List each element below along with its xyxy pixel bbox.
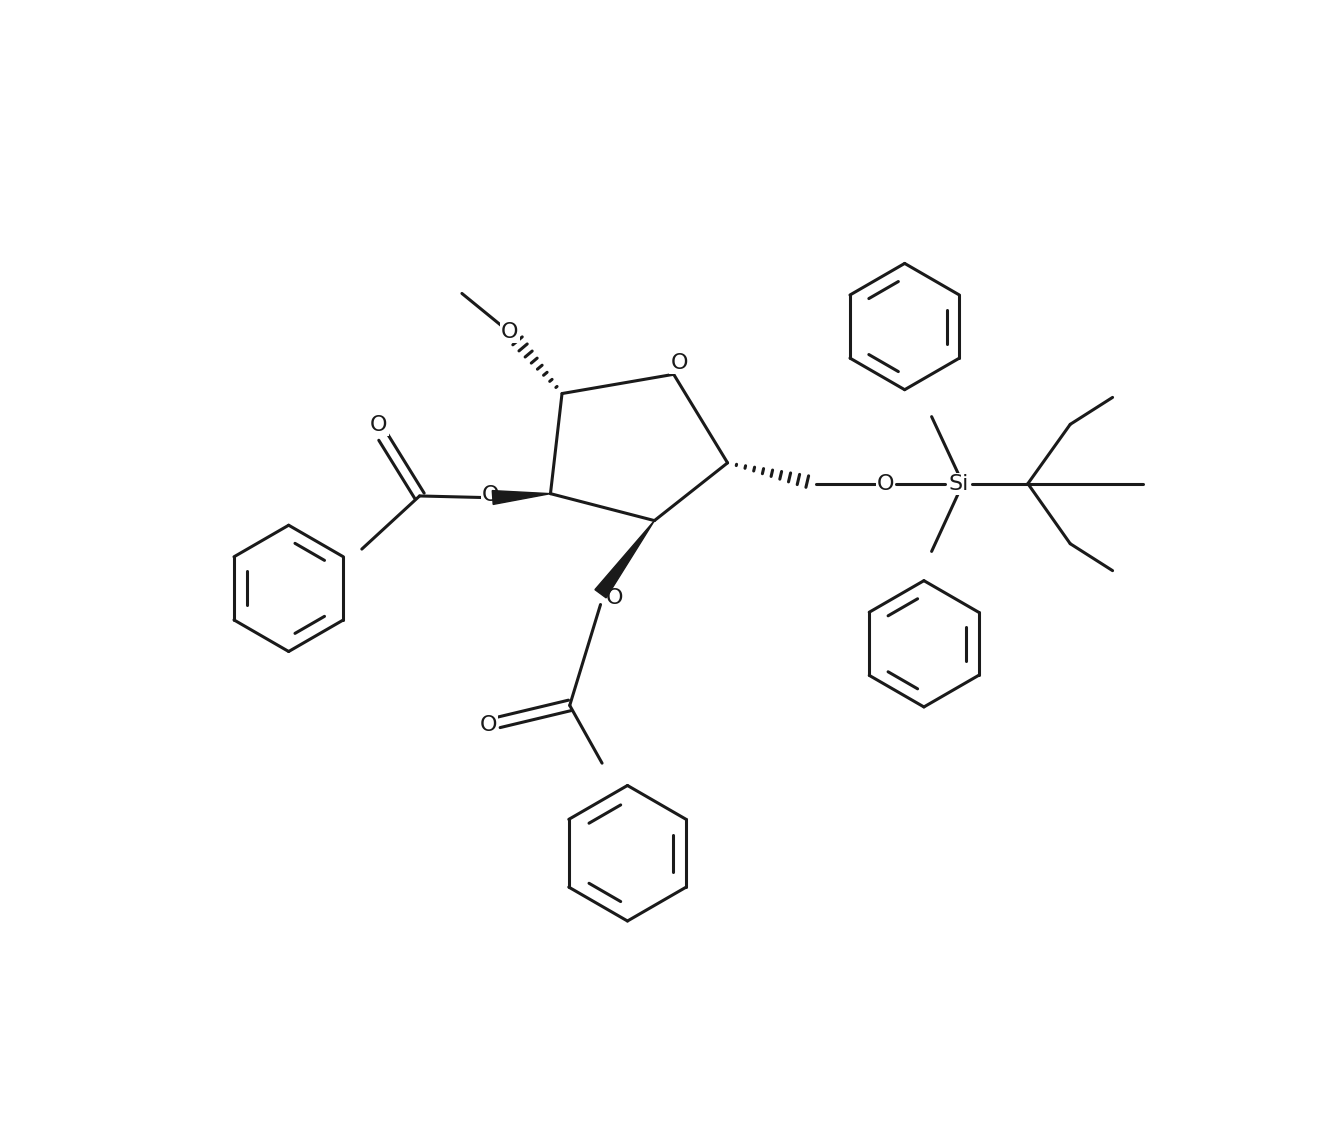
Text: O: O xyxy=(671,353,688,373)
Text: O: O xyxy=(876,473,894,494)
Text: O: O xyxy=(479,715,497,736)
Polygon shape xyxy=(493,490,551,504)
Text: Si: Si xyxy=(948,473,968,494)
Text: O: O xyxy=(371,415,388,435)
Text: O: O xyxy=(482,485,499,505)
Text: O: O xyxy=(606,588,623,608)
Polygon shape xyxy=(595,521,655,598)
Text: O: O xyxy=(501,322,518,342)
